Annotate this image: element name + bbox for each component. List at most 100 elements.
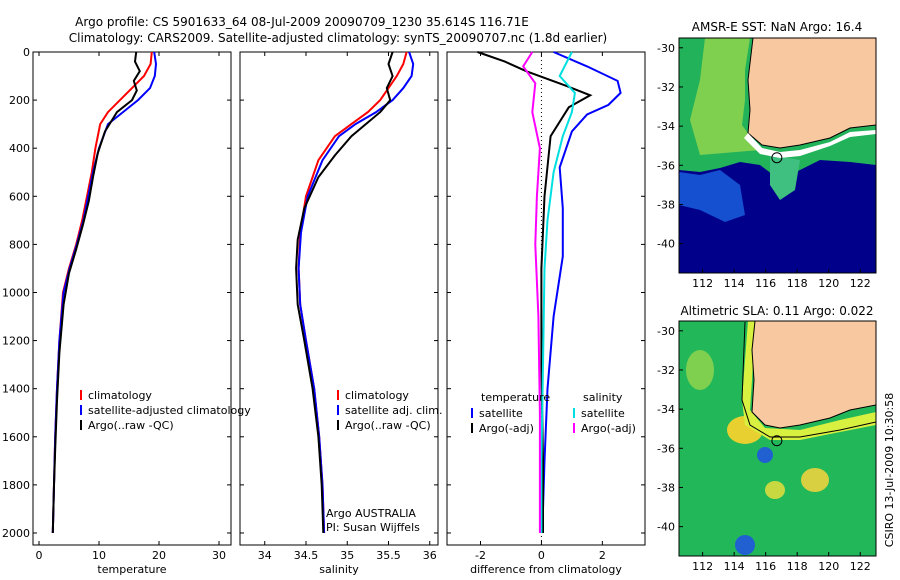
y-tick-label: 1200: [2, 335, 30, 348]
legend-label: Argo(-adj): [479, 422, 534, 435]
map-x-tick-label: 122: [850, 277, 871, 290]
x-axis-label: difference from climatology: [470, 563, 622, 576]
map-x-tick-label: 118: [787, 560, 808, 573]
y-tick-label: 1600: [2, 431, 30, 444]
y-tick-label: 200: [9, 94, 30, 107]
x-tick-label: 2: [599, 549, 606, 562]
series-line: [51, 51, 153, 534]
x-axis-label: temperature: [97, 563, 166, 576]
salinity-panel: 34 34.5 35 35.5 36 salinity climatology satelli…: [239, 51, 442, 576]
sla-argo-location-marker: [771, 435, 783, 447]
x-tick-label: 20: [152, 549, 166, 562]
x-tick-label: 0: [36, 549, 43, 562]
sst-map-axes: 112 114 116 118 120 122 -30 -32 -34 -36 -38 -40: [657, 42, 871, 290]
map-x-tick-label: 116: [755, 560, 776, 573]
map-y-tick-label: -34: [657, 403, 675, 416]
sst-coastal-band: [690, 38, 760, 155]
annotation-text: PI: Susan Wijffels: [326, 521, 420, 534]
sla-patch: [765, 481, 785, 499]
sst-coast-mask: [744, 130, 876, 158]
plot-frame: [239, 51, 439, 546]
figure-title-line1: Argo profile: CS 5901633_64 08-Jul-2009 …: [75, 15, 529, 29]
x-tick-label: 36: [423, 549, 437, 562]
temperature-panel: 0 10 20 30 0 200 400 600 800 1000 1200 1400 1600 1800…: [2, 46, 251, 576]
x-tick-label: -2: [475, 549, 486, 562]
map-x-tick-label: 112: [692, 560, 713, 573]
x-tick-label: 10: [92, 549, 106, 562]
legend-label: Argo(..raw -QC): [345, 419, 431, 432]
sst-map-title: AMSR-E SST: NaN Argo: 16.4: [692, 20, 862, 34]
y-tick-label: 0: [23, 46, 30, 59]
series-line: [297, 51, 415, 534]
figure-title-line2: Climatology: CARS2009. Satellite-adjuste…: [69, 31, 607, 45]
x-tick-label: 35.5: [376, 549, 401, 562]
legend-title-salinity: salinity: [583, 391, 623, 404]
sst-map-frame: [678, 37, 877, 274]
y-tick-label: 400: [9, 142, 30, 155]
annotation-text: Argo AUSTRALIA: [326, 507, 416, 520]
plot-frame: [32, 51, 232, 546]
map-y-tick-label: -36: [657, 442, 675, 455]
legend-label: satellite: [581, 407, 625, 420]
legend-label: climatology: [345, 389, 409, 402]
series-line: [295, 51, 394, 534]
map-x-tick-label: 114: [724, 560, 745, 573]
sla-patch: [801, 468, 829, 492]
map-y-tick-label: -30: [657, 42, 675, 55]
map-x-tick-label: 116: [755, 277, 776, 290]
series-line: [542, 51, 622, 533]
map-x-tick-label: 120: [818, 277, 839, 290]
x-tick-label: 34.5: [294, 549, 319, 562]
sst-cool-band: [679, 170, 745, 222]
series-line: [477, 51, 593, 533]
legend-label: Argo(-adj): [581, 422, 636, 435]
map-y-tick-label: -32: [657, 364, 675, 377]
map-y-tick-label: -38: [657, 198, 675, 211]
map-x-tick-label: 112: [692, 277, 713, 290]
map-x-tick-label: 120: [818, 560, 839, 573]
y-tick-label: 2000: [2, 527, 30, 540]
sla-map-axes: 112 114 116 118 120 122 -30 -32 -34 -36 -38 -40: [657, 325, 871, 573]
y-tick-label: 1400: [2, 383, 30, 396]
map-y-tick-label: -34: [657, 120, 675, 133]
sla-land: [751, 321, 876, 429]
series-line: [297, 51, 408, 534]
map-y-tick-label: -40: [657, 521, 675, 534]
sst-land: [747, 38, 876, 149]
series-line: [521, 51, 541, 533]
sla-map: [679, 321, 876, 556]
y-tick-label: 600: [9, 190, 30, 203]
map-y-tick-label: -32: [657, 81, 675, 94]
credit-label: CSIRO 13-Jul-2009 10:30:58: [883, 393, 896, 547]
x-tick-label: 30: [212, 549, 226, 562]
legend-label: satellite: [479, 407, 523, 420]
series-line: [51, 51, 141, 534]
map-x-tick-label: 114: [724, 277, 745, 290]
plot-frame: [446, 51, 646, 546]
map-y-tick-label: -36: [657, 159, 675, 172]
sst-eddy: [770, 155, 800, 200]
sla-patch: [735, 535, 755, 555]
sst-map: [679, 38, 876, 273]
x-axis-label: salinity: [319, 563, 359, 576]
sla-coastline-offset: [741, 321, 876, 438]
legend-label: satellite-adjusted climatology: [88, 404, 251, 417]
map-y-tick-label: -30: [657, 325, 675, 338]
sla-patch: [757, 447, 773, 463]
y-tick-label: 1800: [2, 479, 30, 492]
map-y-tick-label: -40: [657, 238, 675, 251]
legend-title-temperature: temperature: [481, 391, 550, 404]
sla-map-frame: [678, 320, 877, 557]
series-line: [540, 51, 576, 533]
y-tick-label: 1000: [2, 286, 30, 299]
legend-label: Argo(..raw -QC): [88, 419, 174, 432]
y-tick-label: 800: [9, 238, 30, 251]
map-x-tick-label: 118: [787, 277, 808, 290]
series-line: [51, 51, 158, 534]
map-x-tick-label: 122: [850, 560, 871, 573]
sla-patch: [686, 350, 714, 390]
legend-label: climatology: [88, 389, 152, 402]
x-tick-label: 35: [340, 549, 354, 562]
